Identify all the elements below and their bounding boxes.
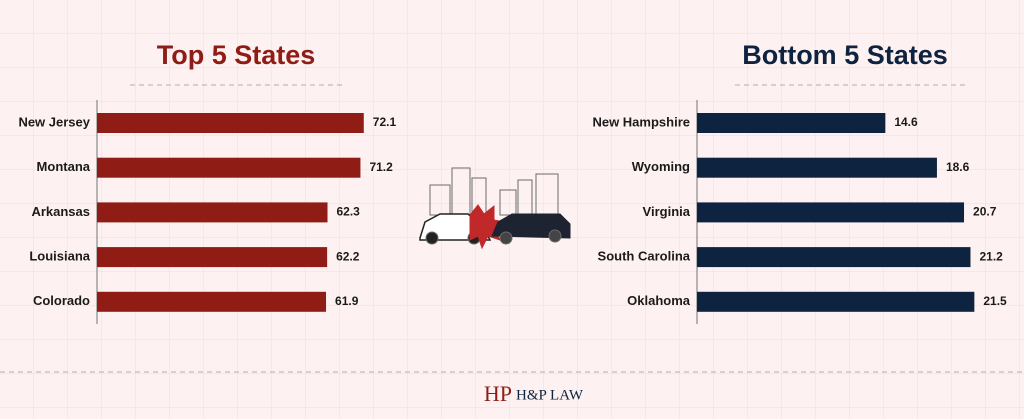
category-label: Arkansas	[31, 204, 90, 219]
bar	[97, 291, 327, 312]
brand: H&P LAW	[516, 387, 584, 403]
bar	[697, 113, 886, 133]
category-label: Louisiana	[29, 249, 90, 264]
category-label: New Jersey	[18, 114, 90, 129]
category-label: Colorado	[33, 293, 90, 308]
bar	[697, 157, 937, 178]
crash-illustration	[419, 167, 571, 250]
value-label: 21.2	[979, 249, 1003, 263]
bar	[697, 291, 975, 312]
bar	[697, 247, 971, 268]
value-label: 20.7	[973, 205, 997, 219]
chart-title: Bottom 5 States	[742, 40, 948, 70]
value-label: 21.5	[983, 294, 1007, 308]
value-label: 62.3	[337, 205, 361, 219]
bar	[97, 202, 328, 223]
value-label: 72.1	[373, 115, 397, 129]
bar	[97, 157, 361, 178]
category-label: Virginia	[643, 204, 691, 219]
chart-title: Top 5 States	[157, 40, 316, 70]
bar	[97, 113, 364, 133]
value-label: 14.6	[894, 115, 918, 129]
bar	[697, 202, 965, 223]
category-label: Oklahoma	[627, 293, 691, 308]
bar	[97, 247, 328, 268]
category-label: Wyoming	[632, 159, 690, 174]
value-label: 71.2	[369, 160, 393, 174]
category-label: Montana	[37, 159, 91, 174]
value-label: 18.6	[946, 160, 970, 174]
value-label: 62.2	[336, 249, 360, 263]
logo-mark: HP	[484, 381, 512, 406]
category-label: South Carolina	[598, 249, 691, 264]
value-label: 61.9	[335, 294, 359, 308]
category-label: New Hampshire	[592, 114, 690, 129]
